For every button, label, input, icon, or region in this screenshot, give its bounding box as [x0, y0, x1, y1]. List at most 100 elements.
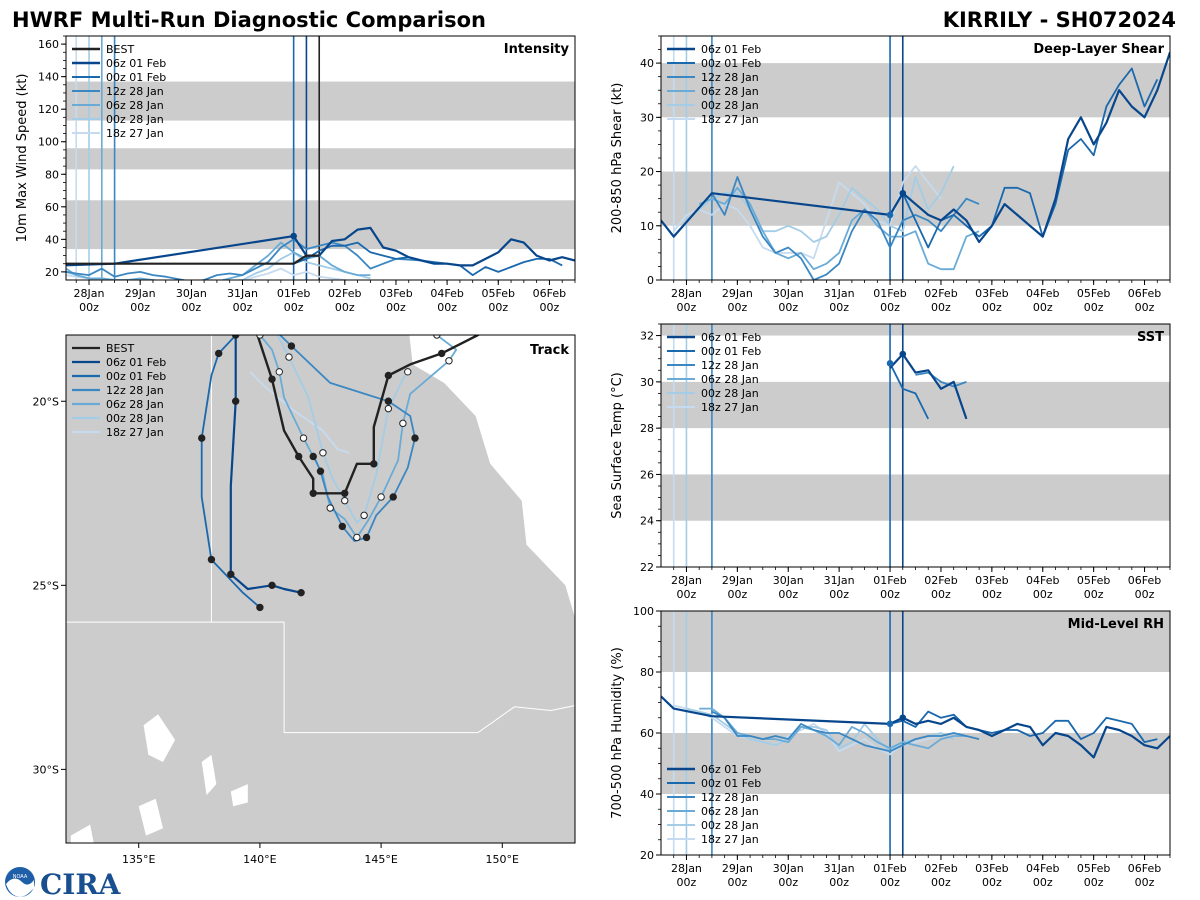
rh-legend-label-12z-28-jan: 12z 28 Jan: [701, 791, 759, 804]
sst-init-point-00z-01-feb: [886, 360, 894, 367]
lon-tick-label-145: 145°E: [364, 853, 397, 866]
shear-xtick-label-7: 04Feb: [1026, 287, 1059, 300]
track-point-best: [437, 349, 446, 358]
rh-panel: 2040608010028Jan00z29Jan00z30Jan00z31Jan…: [610, 605, 1171, 889]
intensity-legend-label-18z-27-jan: 18z 27 Jan: [106, 127, 164, 140]
sst-init-point-06z-01-feb: [899, 350, 907, 358]
track-point-00z-01-feb: [207, 555, 216, 564]
sst-ytick-label-24: 24: [640, 515, 654, 528]
track-point-00z-28-jan: [319, 449, 327, 457]
track-point-06z-28-jan: [445, 357, 453, 365]
track-legend-label-00z-28-jan: 00z 28 Jan: [106, 412, 164, 425]
intensity-xtick-sublabel-6: 00z: [386, 301, 406, 314]
inland-lake-4: [70, 824, 94, 843]
track-legend-label-12z-28-jan: 12z 28 Jan: [106, 384, 164, 397]
intensity-legend-label-12z-28-jan: 12z 28 Jan: [106, 85, 164, 98]
shear-series-12z-28-jan: [711, 176, 980, 280]
track-point-00z-01-feb: [215, 349, 223, 358]
sst-band-2: [661, 324, 1170, 336]
rh-series-00z-01-feb: [889, 710, 1158, 743]
rh-xtick-sublabel-9: 00z: [1135, 876, 1155, 889]
intensity-series-best: [66, 254, 320, 265]
sst-ylabel: Sea Surface Temp (°C): [610, 372, 625, 519]
rh-series-12z-28-jan: [711, 710, 980, 753]
shear-xtick-sublabel-0: 00z: [677, 301, 697, 314]
intensity-ytick-label-140: 140: [38, 71, 59, 84]
intensity-xtick-sublabel-2: 00z: [181, 301, 201, 314]
intensity-ytick-label-160: 160: [38, 38, 59, 51]
track-point-00z-01-feb: [256, 603, 264, 612]
shear-ytick-label-30: 30: [640, 111, 654, 124]
shear-xtick-label-0: 28Jan: [671, 287, 702, 300]
track-point-00z-28-jan: [404, 368, 412, 376]
rh-xtick-sublabel-0: 00z: [677, 876, 697, 889]
sst-band-0: [661, 474, 1170, 521]
track-legend-label-00z-01-feb: 00z 01 Feb: [106, 370, 166, 383]
intensity-xtick-sublabel-8: 00z: [488, 301, 508, 314]
sst-xtick-label-2: 30Jan: [773, 574, 804, 587]
lon-tick-label-150: 150°E: [486, 853, 519, 866]
rh-legend-label-06z-28-jan: 06z 28 Jan: [701, 805, 759, 818]
track-point-06z-01-feb: [231, 335, 240, 339]
shear-legend-label-18z-27-jan: 18z 27 Jan: [701, 113, 759, 126]
sst-xtick-sublabel-9: 00z: [1135, 588, 1155, 601]
shear-xtick-sublabel-9: 00z: [1135, 301, 1155, 314]
noaa-logo-text: NOAA: [13, 874, 28, 880]
track-point-12z-28-jan: [309, 452, 317, 461]
rh-xtick-sublabel-5: 00z: [931, 876, 951, 889]
shear-xtick-sublabel-3: 00z: [829, 301, 849, 314]
sst-band-1: [661, 381, 1170, 429]
rh-init-point-06z-01-feb: [899, 714, 907, 722]
track-point-12z-28-jan: [384, 397, 393, 405]
intensity-legend-label-best: BEST: [106, 43, 134, 56]
rh-xtick-sublabel-6: 00z: [982, 876, 1002, 889]
track-point-best: [565, 302, 571, 308]
sst-xtick-sublabel-8: 00z: [1084, 588, 1104, 601]
intensity-xtick-sublabel-3: 00z: [233, 301, 253, 314]
sst-xtick-sublabel-7: 00z: [1033, 588, 1053, 601]
intensity-xtick-label-0: 28Jan: [74, 287, 105, 300]
shear-xtick-label-2: 30Jan: [773, 287, 804, 300]
sst-xtick-label-8: 05Feb: [1077, 574, 1110, 587]
shear-ytick-label-10: 10: [640, 220, 654, 233]
intensity-xtick-sublabel-4: 00z: [284, 301, 304, 314]
sst-xtick-label-1: 29Jan: [722, 574, 753, 587]
sst-ytick-label-22: 22: [640, 561, 654, 574]
shear-ytick-label-40: 40: [640, 57, 654, 70]
intensity-legend-label-00z-01-feb: 00z 01 Feb: [106, 71, 166, 84]
intensity-xtick-label-1: 29Jan: [125, 287, 156, 300]
track-series-18z-27-jan: [249, 371, 350, 454]
sst-xtick-sublabel-0: 00z: [677, 588, 697, 601]
intensity-xtick-sublabel-5: 00z: [335, 301, 355, 314]
track-legend-label-06z-01-feb: 06z 01 Feb: [106, 356, 166, 369]
rh-xtick-label-3: 31Jan: [824, 862, 855, 875]
lon-tick-label-140: 140°E: [243, 853, 276, 866]
sst-xtick-sublabel-4: 00z: [880, 588, 900, 601]
sst-panel: 22242628303228Jan00z29Jan00z30Jan00z31Ja…: [610, 323, 1171, 601]
intensity-panel: 2040608010012014016028Jan00z29Jan00z30Ja…: [15, 35, 576, 314]
track-point-best: [511, 306, 517, 312]
sst-xtick-sublabel-1: 00z: [727, 588, 747, 601]
rh-xtick-label-4: 01Feb: [873, 862, 906, 875]
intensity-xtick-sublabel-0: 00z: [79, 301, 99, 314]
rh-series-06z-28-jan: [699, 707, 967, 750]
intensity-xtick-label-2: 30Jan: [176, 287, 207, 300]
lon-tick-label-135: 135°E: [122, 853, 155, 866]
shear-xtick-label-5: 02Feb: [924, 287, 957, 300]
shear-xtick-sublabel-4: 00z: [880, 301, 900, 314]
track-point-12z-28-jan: [362, 533, 371, 542]
intensity-xtick-sublabel-7: 00z: [437, 301, 457, 314]
track-frame: [65, 334, 576, 844]
shear-legend-label-06z-28-jan: 06z 28 Jan: [701, 85, 759, 98]
rh-xtick-label-5: 02Feb: [924, 862, 957, 875]
sst-ytick-label-32: 32: [640, 330, 654, 343]
sst-ytick-label-30: 30: [640, 376, 654, 389]
intensity-xtick-label-9: 06Feb: [533, 287, 566, 300]
track-point-06z-28-jan: [353, 533, 361, 542]
sst-xtick-sublabel-5: 00z: [931, 588, 951, 601]
sst-legend-label-06z-28-jan: 06z 28 Jan: [701, 373, 759, 386]
track-point-06z-01-feb: [297, 588, 305, 597]
track-point-06z-01-feb: [227, 570, 235, 578]
storm-id-title: KIRRILY - SH072024: [943, 8, 1176, 32]
